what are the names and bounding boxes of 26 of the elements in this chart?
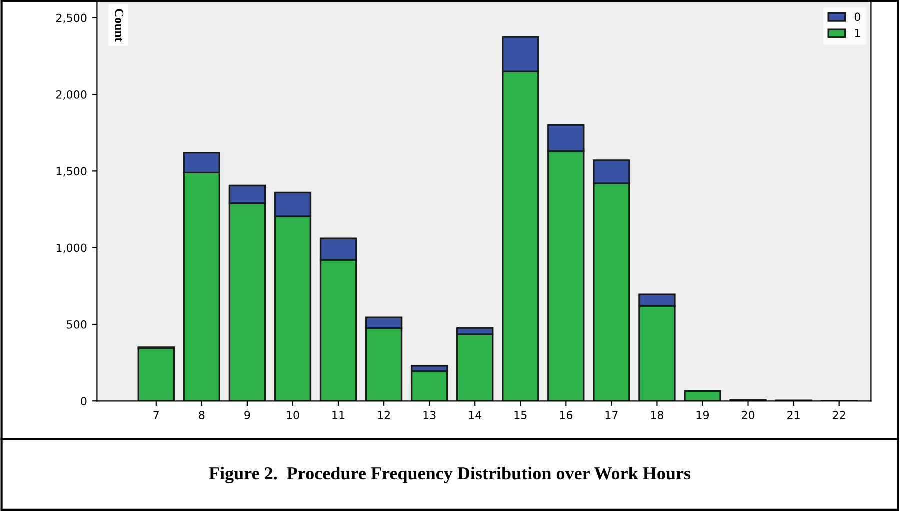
text: Figure 2. Procedure Frequency Distribution over Work Hours — [209, 466, 691, 484]
x-tick-label: 19 — [696, 411, 710, 420]
x-tick-label: 7 — [154, 411, 159, 420]
legend-label: 0 — [854, 12, 860, 22]
y-tick-label: 2,500 — [56, 14, 87, 24]
x-tick-label: 12 — [378, 411, 390, 420]
legend-label: 1 — [855, 29, 860, 38]
y-tick-label: 500 — [67, 320, 87, 329]
x-tick-label: 17 — [606, 411, 618, 420]
y-tick-label: 0 — [81, 397, 87, 406]
x-tick-label: 18 — [651, 411, 664, 420]
x-tick-label: 14 — [469, 411, 482, 420]
x-tick-label: 9 — [244, 411, 250, 420]
x-tick-label: 10 — [287, 411, 300, 420]
x-tick-label: 11 — [332, 411, 345, 420]
x-tick-label: 15 — [514, 411, 527, 420]
x-tick-label: 20 — [742, 411, 755, 420]
y-tick-label: 2,000 — [56, 90, 87, 100]
x-tick-label: 21 — [788, 411, 800, 420]
x-tick-label: 22 — [833, 411, 846, 420]
y-tick-label: 1,500 — [56, 167, 87, 177]
y-axis-title: Count — [115, 9, 124, 42]
x-tick-label: 8 — [199, 411, 205, 420]
x-tick-label: 16 — [560, 411, 573, 420]
y-tick-label: 1,000 — [56, 244, 87, 254]
x-tick-label: 13 — [424, 411, 436, 420]
